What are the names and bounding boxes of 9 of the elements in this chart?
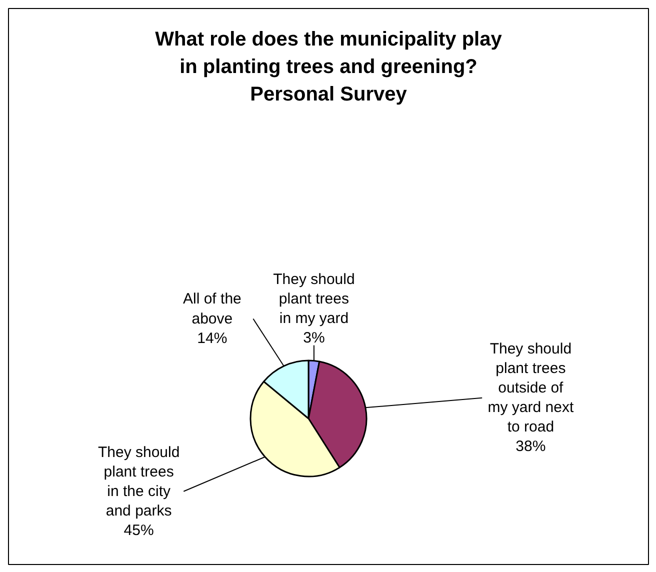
slice-label: All of the above (183, 290, 242, 328)
chart-title: What role does the municipality play in planting trees and greening? Personal Survey (155, 28, 503, 106)
slice-label: They should plant trees in the city and parks (98, 444, 180, 520)
data-label: 14% (197, 330, 228, 347)
data-label: 45% (124, 522, 154, 539)
slice-label: They should plant trees outside of my yard next to road (488, 340, 574, 436)
slice-label: They should plant trees in my yard (273, 270, 355, 328)
data-label: 3% (303, 330, 325, 347)
data-label: 38% (516, 438, 546, 456)
